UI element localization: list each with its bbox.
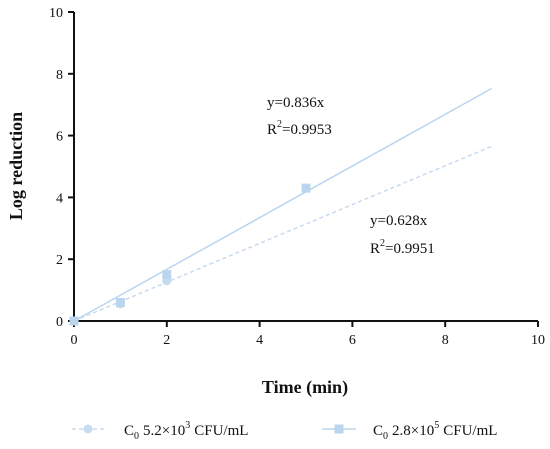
equation-label-series-1: y=0.628x (370, 213, 428, 229)
y-tick-label: 0 (56, 315, 63, 330)
x-tick-label: 2 (163, 333, 170, 348)
r2-label-series-2: R2=0.9953 (267, 119, 332, 138)
x-tick-label: 0 (71, 333, 78, 348)
data-point-series-2 (69, 316, 79, 326)
r2-label-series-1: R2=0.9951 (370, 238, 435, 257)
axes: 0 2 4 6 8 10 0 2 4 6 8 10 (49, 6, 545, 348)
legend: C0 5.2×103 CFU/mL C0 2.8×105 CFU/mL (72, 420, 497, 442)
x-tick-label: 6 (349, 333, 356, 348)
x-tick-label: 4 (256, 333, 263, 348)
data-point-series-2 (301, 183, 311, 193)
y-axis-title: Log reduction (6, 112, 26, 220)
x-tick-label: 8 (442, 333, 449, 348)
y-tick-label: 8 (56, 68, 63, 83)
y-tick-label: 2 (56, 253, 63, 268)
y-tick-label: 4 (56, 191, 63, 206)
legend-marker-series-1 (83, 424, 93, 434)
data-point-series-2 (115, 297, 125, 307)
fit-line-series-2 (73, 87, 492, 322)
x-tick-label: 10 (531, 333, 545, 348)
x-axis-title: Time (min) (262, 377, 348, 398)
legend-item-series-1: C0 5.2×103 CFU/mL (72, 420, 248, 442)
legend-label-series-1: C0 5.2×103 CFU/mL (124, 420, 248, 442)
legend-marker-series-2 (334, 424, 344, 434)
data-points (69, 183, 311, 326)
data-point-series-2 (162, 270, 172, 280)
legend-label-series-2: C0 2.8×105 CFU/mL (373, 420, 497, 442)
equation-label-series-2: y=0.836x (267, 95, 325, 111)
fit-line-series-1 (73, 145, 492, 322)
y-tick-label: 10 (49, 6, 63, 21)
y-tick-label: 6 (56, 130, 63, 145)
fit-lines (73, 87, 492, 322)
legend-item-series-2: C0 2.8×105 CFU/mL (322, 420, 497, 442)
